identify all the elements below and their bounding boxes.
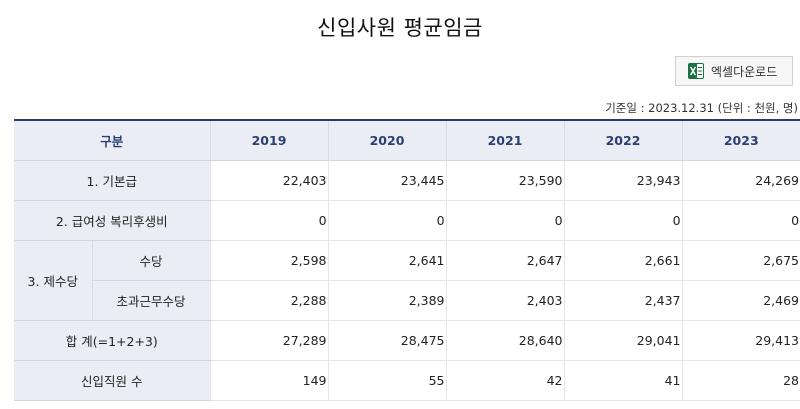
excel-icon [688, 63, 704, 79]
table-row: 1. 기본급 22,403 23,445 23,590 23,943 24,26… [14, 160, 800, 201]
table-cell: 0 [327, 200, 447, 241]
row-label-allowances: 3. 제수당 [14, 240, 92, 321]
wage-table: 구분 2019 2020 2021 2022 2023 1. 기본급 22,40… [14, 119, 800, 401]
excel-download-label: 엑셀다운로드 [711, 64, 778, 79]
excel-download-button[interactable]: 엑셀다운로드 [675, 56, 793, 86]
table-cell: 2,469 [681, 280, 800, 321]
table-cell: 24,269 [681, 160, 800, 201]
table-cell: 23,590 [445, 160, 565, 201]
table-cell: 2,288 [209, 280, 329, 321]
table-cell: 27,289 [209, 320, 329, 361]
table-cell: 55 [327, 360, 447, 401]
table-cell: 29,041 [563, 320, 683, 361]
table-row: 합 계(=1+2+3) 27,289 28,475 28,640 29,041 … [14, 320, 800, 361]
table-cell: 2,641 [327, 240, 447, 281]
table-cell: 23,943 [563, 160, 683, 201]
table-cell: 2,389 [327, 280, 447, 321]
table-cell: 2,661 [563, 240, 683, 281]
table-cell: 28,475 [327, 320, 447, 361]
table-row: 초과근무수당 2,288 2,389 2,403 2,437 2,469 [14, 280, 800, 321]
table-cell: 42 [445, 360, 565, 401]
table-cell: 2,403 [445, 280, 565, 321]
table-cell: 23,445 [327, 160, 447, 201]
header-year: 2021 [445, 119, 565, 161]
table-cell: 2,675 [681, 240, 800, 281]
table-cell: 0 [445, 200, 565, 241]
table-row: 3. 제수당 수당 2,598 2,641 2,647 2,661 2,675 [14, 240, 800, 321]
header-category: 구분 [14, 119, 211, 161]
row-label-welfare: 2. 급여성 복리후생비 [14, 200, 211, 241]
row-label-base-salary: 1. 기본급 [14, 160, 211, 201]
table-cell: 28 [681, 360, 800, 401]
table-cell: 29,413 [681, 320, 800, 361]
row-label-new-hires: 신입직원 수 [14, 360, 211, 401]
table-cell: 22,403 [209, 160, 329, 201]
table-cell: 0 [563, 200, 683, 241]
table-cell: 0 [209, 200, 329, 241]
table-cell: 2,647 [445, 240, 565, 281]
row-label-total: 합 계(=1+2+3) [14, 320, 211, 361]
row-label-allowance: 수당 [91, 240, 211, 281]
table-header-row: 구분 2019 2020 2021 2022 2023 [14, 119, 800, 161]
header-year: 2019 [209, 119, 329, 161]
table-cell: 2,437 [563, 280, 683, 321]
header-year: 2023 [681, 119, 800, 161]
row-label-overtime: 초과근무수당 [91, 280, 211, 321]
table-cell: 149 [209, 360, 329, 401]
table-row: 2. 급여성 복리후생비 0 0 0 0 0 [14, 200, 800, 241]
basis-note: 기준일 : 2023.12.31 (단위 : 천원, 명) [605, 101, 798, 115]
table-cell: 2,598 [209, 240, 329, 281]
header-year: 2022 [563, 119, 683, 161]
table-row: 신입직원 수 149 55 42 41 28 [14, 360, 800, 401]
table-cell: 0 [681, 200, 800, 241]
page-title: 신입사원 평균임금 [317, 16, 483, 40]
header-year: 2020 [327, 119, 447, 161]
table-cell: 41 [563, 360, 683, 401]
table-cell: 28,640 [445, 320, 565, 361]
